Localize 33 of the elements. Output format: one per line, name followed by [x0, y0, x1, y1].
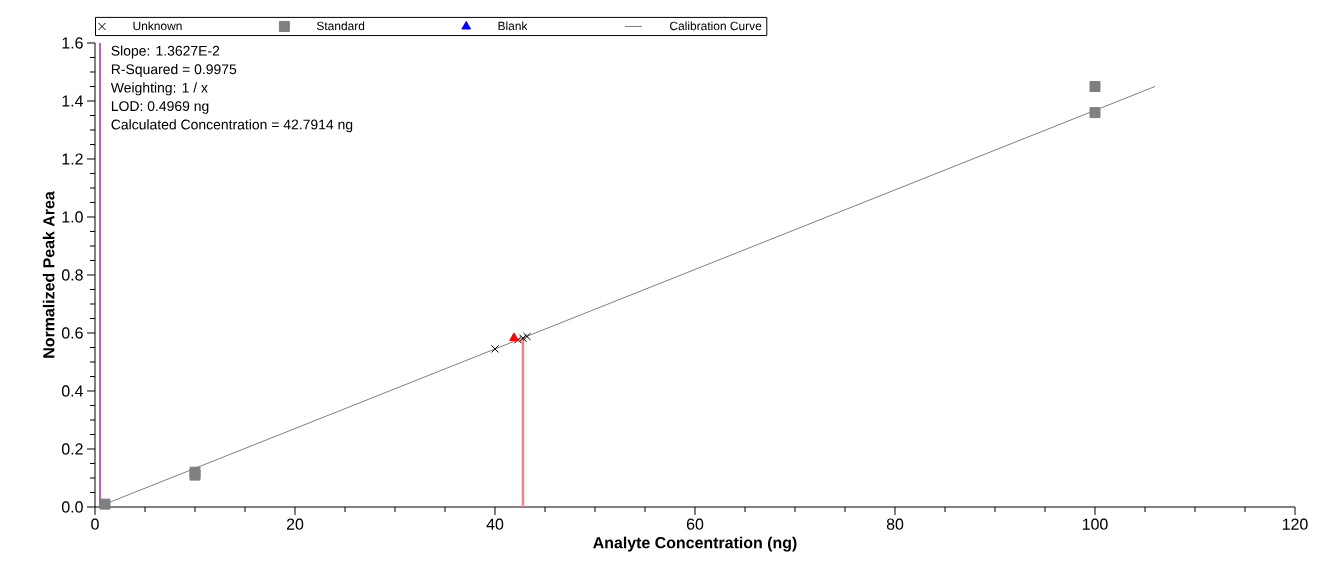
x-tick-label: 20	[286, 518, 304, 530]
legend-label: Blank	[498, 21, 528, 31]
point	[1089, 80, 1101, 92]
legend-label: Calibration Curve	[670, 21, 762, 31]
x-axis-title: Analyte Concentration (ng)	[593, 536, 797, 552]
legend-label: Standard	[316, 21, 365, 31]
y-tick-label: 0.6	[61, 327, 83, 339]
y-tick-label: 0.4	[61, 385, 83, 397]
y-tick-label: 1.6	[62, 37, 83, 49]
x-tick-label: 40	[486, 518, 504, 530]
y-tick-label: 1.2	[62, 153, 83, 165]
x-tick-label: 0	[91, 518, 99, 530]
point	[1089, 107, 1101, 119]
y-axis-title: Normalized Peak Area	[42, 191, 55, 358]
x-tick-label: 60	[686, 518, 704, 530]
x-tick-label: 120	[1282, 518, 1308, 530]
y-tick-label: 1.4	[62, 95, 83, 107]
y-tick-label: 0.0	[61, 501, 83, 513]
y-tick-label: 0.2	[61, 443, 83, 455]
point	[490, 344, 500, 353]
point	[509, 332, 519, 341]
annotation: Calculated Concentration = 42.7914 ng	[111, 119, 353, 133]
point	[522, 332, 532, 341]
y-tick-label: 1.0	[62, 211, 83, 223]
annotation: LOD: 0.4969 ng	[111, 101, 209, 114]
annotation: Slope: 1.3627E-2	[111, 45, 220, 59]
x-tick-label: 100	[1082, 518, 1108, 530]
point	[99, 498, 111, 510]
annotation: Weighting: 1 / x	[110, 82, 208, 96]
x-tick-label: 80	[886, 518, 904, 530]
legend-label: Unknown	[133, 21, 182, 31]
annotation: R-Squared = 0.9975	[111, 63, 237, 77]
y-tick-label: 0.8	[61, 269, 83, 281]
